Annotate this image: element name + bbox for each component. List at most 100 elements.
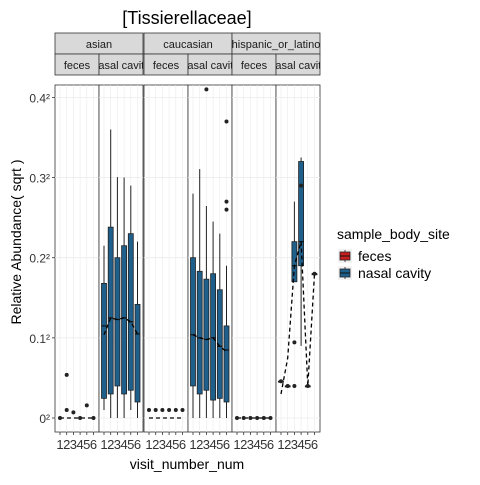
- outlier-point: [64, 407, 69, 412]
- facet-strip-label: nasal cavity: [92, 60, 150, 72]
- panel-border: [275, 84, 321, 433]
- outlier-point: [78, 416, 83, 420]
- facet-strip-label: feces: [153, 60, 180, 72]
- x-tick-label: 4: [253, 437, 260, 452]
- x-tick-label: 1: [233, 437, 240, 452]
- outlier-point: [173, 407, 178, 412]
- outlier-point: [58, 416, 62, 420]
- outlier-point: [167, 407, 172, 412]
- panel-caucasian-feces: [143, 84, 189, 433]
- x-tick-label: 2: [63, 437, 70, 452]
- outlier-point: [160, 407, 165, 412]
- panel-asian-nasal-cavity: [98, 84, 144, 433]
- outlier-point: [268, 416, 273, 420]
- outlier-point: [312, 271, 317, 276]
- x-tick-label: 4: [209, 437, 216, 452]
- outlier-point: [285, 383, 290, 388]
- box-body: [291, 241, 298, 283]
- chart-title: [Tissierellaceae]: [122, 8, 251, 28]
- box-body: [298, 161, 305, 267]
- box-plot: [134, 241, 141, 418]
- y-axis-title: Relative Abundance( sqrt ): [8, 160, 24, 325]
- outlier-point: [241, 416, 246, 420]
- outlier-point: [180, 407, 185, 412]
- outlier-point: [292, 383, 297, 388]
- facet-strip-label: caucasian: [163, 39, 213, 51]
- legend-label: feces: [358, 248, 391, 264]
- x-tick-label: 1: [189, 437, 196, 452]
- y-tick-label: 0²: [39, 412, 50, 426]
- outlier-point: [153, 407, 158, 412]
- x-tick-label: 2: [107, 437, 114, 452]
- outlier-point: [255, 416, 260, 420]
- outlier-point: [84, 403, 89, 408]
- legend-label: nasal cavity: [358, 265, 431, 281]
- median-trend-line: [103, 317, 139, 335]
- box-body: [114, 257, 121, 387]
- median-trend-line: [280, 241, 316, 395]
- box-plot: [223, 265, 230, 418]
- x-tick-label: 5: [127, 437, 134, 452]
- x-tick-label: 6: [267, 437, 274, 452]
- box-body: [107, 226, 114, 395]
- x-tick-label: 6: [90, 437, 97, 452]
- x-tick-label: 3: [70, 437, 77, 452]
- x-tick-label: 4: [297, 437, 304, 452]
- panel-border: [54, 84, 100, 433]
- x-tick-label: 4: [76, 437, 83, 452]
- facet-strip-label: nasal cavity: [269, 60, 327, 72]
- panel-border: [143, 84, 189, 433]
- outlier-point: [261, 416, 266, 420]
- x-tick-label: 1: [145, 437, 152, 452]
- facet-strip-site: nasal cavity: [92, 53, 150, 76]
- y-tick-label: 0.1²: [29, 332, 50, 346]
- box-body: [101, 283, 107, 399]
- panel-asian-feces: [54, 84, 100, 433]
- median-trend-line: [192, 334, 227, 353]
- box-body: [190, 257, 196, 387]
- y-tick-label: 0.4²: [29, 91, 50, 105]
- facet-strip-label: feces: [241, 60, 268, 72]
- box-plot: [210, 221, 217, 418]
- x-tick-label: 5: [304, 437, 311, 452]
- box-plot: [101, 245, 107, 410]
- box-body: [196, 270, 203, 395]
- panel-border: [231, 84, 277, 433]
- box-plot: [203, 205, 210, 418]
- box-plot: [196, 169, 203, 418]
- outlier-point: [91, 416, 96, 420]
- x-tick-label: 5: [216, 437, 223, 452]
- box-plot: [190, 193, 196, 418]
- x-tick-label: 5: [260, 437, 267, 452]
- facet-strip-site: nasal cavity: [269, 53, 327, 76]
- box-plot: [127, 185, 134, 410]
- x-tick-label: 2: [152, 437, 159, 452]
- y-tick-label: 0.2²: [29, 252, 50, 266]
- outlier-point: [305, 383, 310, 388]
- facet-strip-site: feces: [54, 53, 100, 76]
- facet-strip-ethnicity: asian: [54, 32, 144, 55]
- x-tick-label: 6: [134, 437, 141, 452]
- panel-caucasian-nasal-cavity: [187, 84, 233, 433]
- facet-strip-label: nasal cavity: [181, 60, 239, 72]
- x-tick-label: 3: [291, 437, 298, 452]
- x-tick-label: 3: [114, 437, 121, 452]
- y-axis: 0² 0.1² 0.2² 0.3² 0.4²: [29, 91, 55, 426]
- facet-strip-site: feces: [143, 53, 189, 76]
- facet-strip-site: feces: [231, 53, 277, 76]
- facet-strip-bg: [275, 53, 321, 76]
- facet-strip-label: hispanic_or_latino: [232, 39, 321, 51]
- x-tick-label: 3: [159, 437, 166, 452]
- panel-hispanic_or_latino-nasal-cavity: [275, 84, 321, 433]
- facet-strip-ethnicity: caucasian: [143, 32, 233, 55]
- x-tick-label: 4: [120, 437, 127, 452]
- outlier-point: [147, 407, 151, 412]
- box-body: [203, 278, 210, 391]
- outlier-point: [71, 410, 76, 415]
- x-axis-title: visit_number_num: [130, 456, 244, 472]
- box-body: [134, 303, 141, 403]
